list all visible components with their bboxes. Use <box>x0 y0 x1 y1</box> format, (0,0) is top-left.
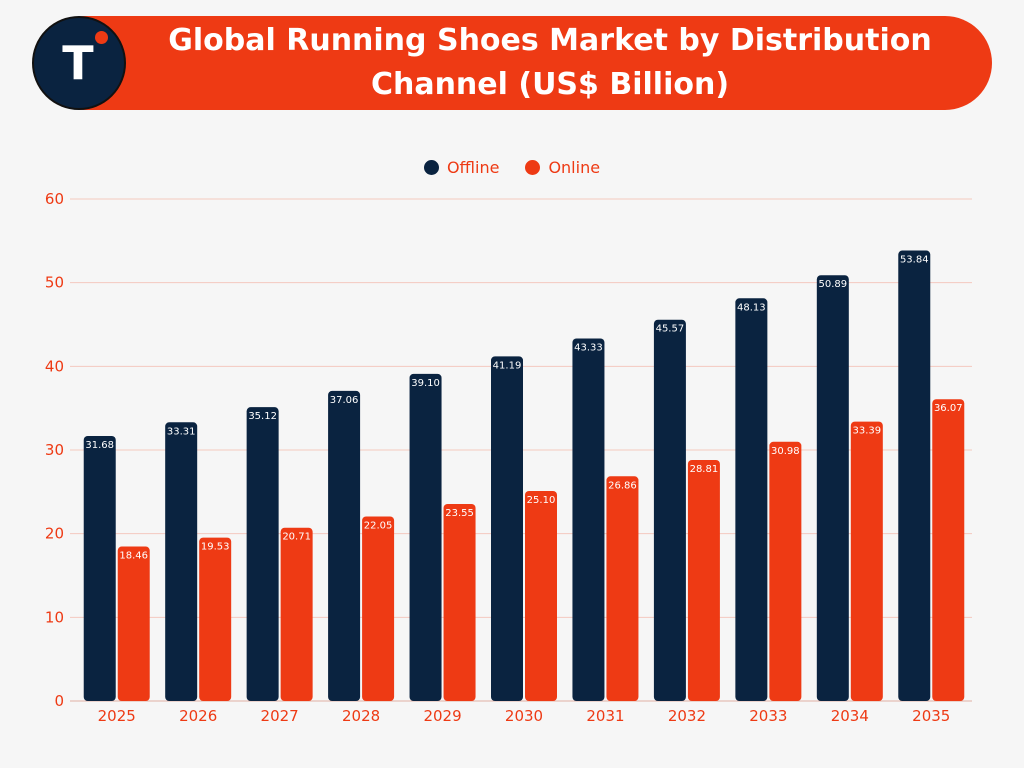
chart-title: Global Running Shoes Market by Distribut… <box>168 23 932 102</box>
data-label-online: 25.10 <box>527 495 556 506</box>
y-tick-label: 10 <box>45 608 64 626</box>
data-label-offline: 31.68 <box>85 440 114 451</box>
data-label-online: 19.53 <box>201 542 230 553</box>
x-tick-label: 2032 <box>668 707 706 725</box>
data-label-offline: 43.33 <box>574 342 603 353</box>
bar-offline <box>491 356 523 701</box>
data-label-online: 36.07 <box>934 403 963 414</box>
x-tick-label: 2030 <box>505 707 543 725</box>
bar-offline <box>653 319 686 701</box>
y-tick-label: 40 <box>45 357 64 375</box>
data-label-online: 20.71 <box>282 532 311 543</box>
data-label-offline: 45.57 <box>656 324 685 335</box>
bar-offline <box>898 250 931 701</box>
bar-offline <box>83 435 116 701</box>
bar-offline <box>165 422 198 701</box>
data-label-offline: 35.12 <box>248 411 277 422</box>
bar-online <box>362 516 395 701</box>
bar-online <box>606 476 639 701</box>
chart-legend: Offline Online <box>0 158 1024 177</box>
data-label-online: 33.39 <box>852 426 881 437</box>
data-label-offline: 41.19 <box>493 360 522 371</box>
x-tick-label: 2025 <box>98 707 136 725</box>
bar-offline <box>816 275 849 701</box>
y-tick-label: 60 <box>45 190 64 208</box>
legend-swatch-online-icon <box>525 160 541 175</box>
logo-dot-icon <box>95 31 108 44</box>
legend-swatch-offline-icon <box>423 160 439 175</box>
bar-online <box>687 459 720 701</box>
title-banner <box>38 16 992 110</box>
data-label-offline: 48.13 <box>737 302 766 313</box>
legend-item-online[interactable]: Online <box>525 158 600 177</box>
data-label-offline: 50.89 <box>818 279 847 290</box>
bar-online <box>280 527 313 701</box>
bar-online <box>850 421 883 701</box>
x-tick-label: 2027 <box>261 707 299 725</box>
y-tick-label: 50 <box>45 274 64 292</box>
x-tick-label: 2033 <box>749 707 787 725</box>
y-tick-label: 30 <box>45 441 64 459</box>
x-tick-label: 2031 <box>586 707 624 725</box>
data-label-offline: 33.31 <box>167 426 196 437</box>
data-label-offline: 37.06 <box>330 395 359 406</box>
data-label-online: 22.05 <box>364 521 393 532</box>
bar-offline <box>328 390 361 701</box>
x-tick-label: 2029 <box>423 707 461 725</box>
bar-online <box>199 537 232 701</box>
bar-online <box>769 441 802 701</box>
x-tick-label: 2026 <box>179 707 217 725</box>
x-tick-label: 2035 <box>912 707 950 725</box>
bar-offline <box>735 298 768 701</box>
bar-online <box>443 503 476 701</box>
bar-online <box>117 546 150 701</box>
data-label-online: 28.81 <box>690 464 719 475</box>
x-tick-label: 2034 <box>831 707 869 725</box>
x-tick-label: 2028 <box>342 707 380 725</box>
data-label-online: 18.46 <box>119 551 148 562</box>
bar-online <box>525 490 557 701</box>
data-label-online: 30.98 <box>771 446 800 457</box>
legend-label-online: Online <box>548 158 601 177</box>
bar-offline <box>572 338 605 701</box>
data-label-offline: 53.84 <box>900 255 929 266</box>
y-tick-label: 0 <box>54 692 64 710</box>
data-label-online: 23.55 <box>445 508 474 519</box>
brand-logo: T <box>32 16 126 110</box>
bar-offline <box>246 407 279 701</box>
y-tick-label: 20 <box>45 525 64 543</box>
bar-offline <box>409 373 442 701</box>
logo-letter: T <box>62 36 94 90</box>
legend-label-offline: Offline <box>446 158 500 177</box>
data-label-offline: 39.10 <box>411 378 440 389</box>
data-label-online: 26.86 <box>608 480 637 491</box>
legend-item-offline[interactable]: Offline <box>423 158 500 177</box>
bar-online <box>932 399 965 701</box>
